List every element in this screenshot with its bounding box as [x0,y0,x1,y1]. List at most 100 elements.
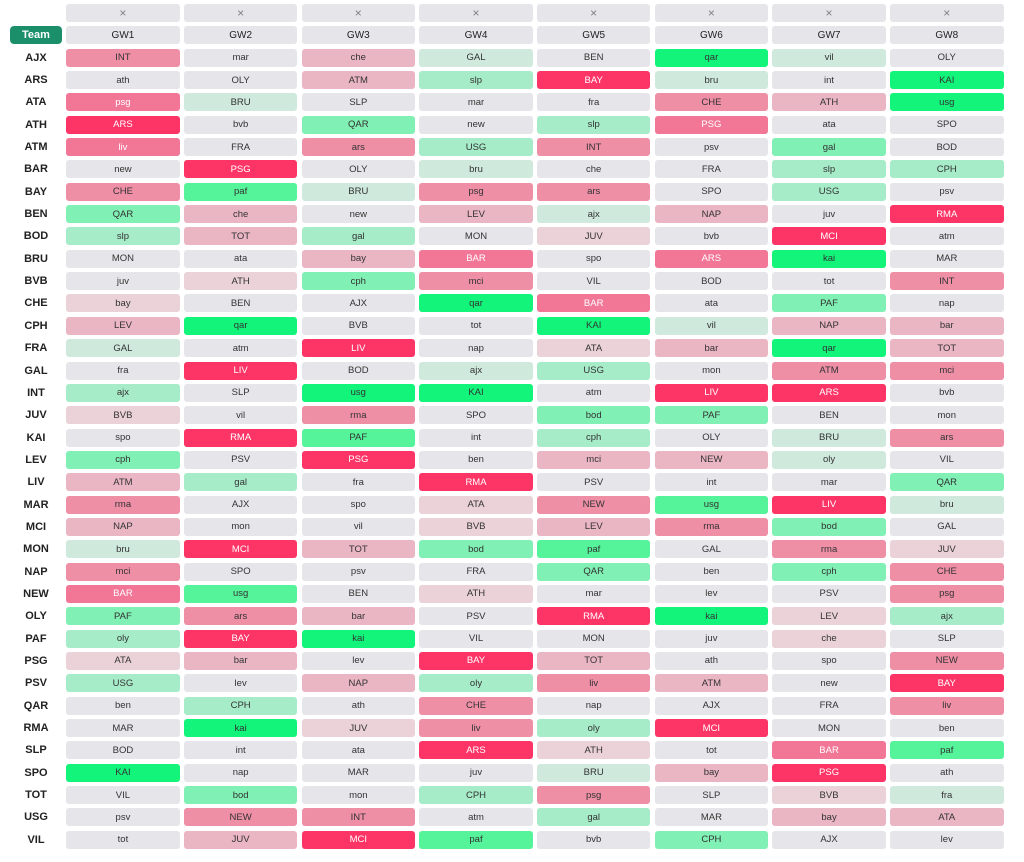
gw4-header[interactable]: GW4 [419,26,533,45]
gw2-header[interactable]: GW2 [183,26,298,45]
fixture-cell: BEN [183,294,298,313]
fixture-cell: ARS [772,383,886,402]
fixture-cell: SPO [183,562,298,581]
fixture-cell: PSV [772,584,886,603]
fixture-cell: AJX [772,830,886,849]
team-label-nap: NAP [24,565,48,578]
fixture-cell: PAF [66,607,180,626]
fixture-cell: BAY [536,71,651,90]
fixture-cell: MAR [301,763,416,782]
gw7-header[interactable]: GW7 [772,26,886,45]
fixture-cell: bod [536,406,651,425]
fixture-cell: psg [536,786,651,805]
fixture-cell: BVB [301,316,416,335]
fixture-cell: paf [890,741,1004,760]
remove-gw7-button[interactable]: × [772,4,886,22]
gw5-header[interactable]: GW5 [536,26,651,45]
fixture-cell: psv [66,808,180,827]
fixture-cell: spo [301,495,416,514]
fixture-cell: ars [890,428,1004,447]
remove-gw6-button[interactable]: × [654,4,769,22]
gw1-header[interactable]: GW1 [66,26,180,45]
fixture-cell: atm [183,339,298,358]
fixture-cell: LEV [772,607,886,626]
fixture-cell: RMA [183,428,298,447]
fixture-cell: SPO [419,406,533,425]
fixture-cell: tot [654,741,769,760]
fixture-cell: int [654,473,769,492]
fixture-cell: MAR [654,808,769,827]
fixture-cell: oly [66,629,180,648]
fixture-cell: AJX [183,495,298,514]
team-label-bvb: BVB [24,275,48,288]
fixture-cell: ben [890,719,1004,737]
fixture-cell: NAP [654,205,769,224]
team-column-header[interactable]: Team [10,26,62,45]
fixture-cell: nap [536,696,651,715]
remove-gw8-button[interactable]: × [890,4,1004,22]
fixture-cell: rma [772,540,886,559]
fixture-cell: MON [536,629,651,648]
fixture-cell: ath [654,651,769,670]
fixture-cell: LIV [183,361,298,380]
fixture-cell: mci [890,361,1004,380]
remove-gw4-button[interactable]: × [419,4,533,22]
fixture-cell: gal [301,227,416,246]
fixture-cell: slp [536,115,651,134]
remove-gw2-button[interactable]: × [183,4,298,22]
fixture-cell: vil [772,48,886,67]
fixture-cell: tot [66,830,180,849]
remove-gw5-button[interactable]: × [536,4,651,22]
fixture-cell: nap [890,294,1004,313]
fixture-cell: ATA [890,808,1004,827]
fixture-cell: PSV [536,473,651,492]
fixture-cell: psg [890,584,1004,603]
fixture-cell: OLY [890,48,1004,67]
fixture-cell: AJX [654,696,769,715]
fixture-cell: juv [772,205,886,224]
fixture-cell: rma [301,406,416,425]
fixture-cell: ars [536,182,651,201]
fixture-cell: psv [301,562,416,581]
fixture-cell: BAR [772,741,886,760]
fixture-cell: bvb [890,383,1004,402]
team-label-int: INT [27,386,45,399]
gw3-header[interactable]: GW3 [301,26,416,45]
fixture-cell: BAR [536,294,651,313]
fixture-cell: JUV [536,227,651,246]
fixture-cell: NAP [66,517,180,536]
remove-gw1-button[interactable]: × [66,4,180,22]
fixture-cell: oly [419,674,533,693]
fixture-cell: cph [772,562,886,581]
fixture-cell: MAR [890,249,1004,268]
fixture-cell: atm [419,808,533,827]
fixture-cell: ATM [654,674,769,693]
gw6-header[interactable]: GW6 [654,26,769,45]
fixture-cell: spo [772,651,886,670]
fixture-cell: bar [890,316,1004,335]
team-label-che: CHE [24,297,48,310]
fixture-cell: PSV [419,607,533,626]
fixture-cell: mar [536,584,651,603]
fixture-cell: QAR [301,115,416,134]
fixture-cell: gal [183,473,298,492]
remove-gw3-button[interactable]: × [301,4,416,22]
fixture-cell: usg [654,495,769,514]
fixture-cell: new [772,674,886,693]
fixture-cell: new [301,205,416,224]
fixture-cell: kai [183,719,298,737]
fixture-cell: paf [536,540,651,559]
fixture-cell: vil [301,517,416,536]
team-label-fra: FRA [24,342,48,355]
fixture-cell: BRU [772,428,886,447]
gw8-header[interactable]: GW8 [890,26,1004,45]
fixture-cell: FRA [654,160,769,179]
team-label-usg: USG [24,811,48,824]
fixture-cell: lev [301,651,416,670]
team-label-ata: ATA [25,96,47,109]
fixture-cell: BAR [66,584,180,603]
fixture-cell: qar [772,339,886,358]
fixture-cell: MCI [301,830,416,849]
fixture-cell: RMA [419,473,533,492]
fixture-cell: MON [419,227,533,246]
